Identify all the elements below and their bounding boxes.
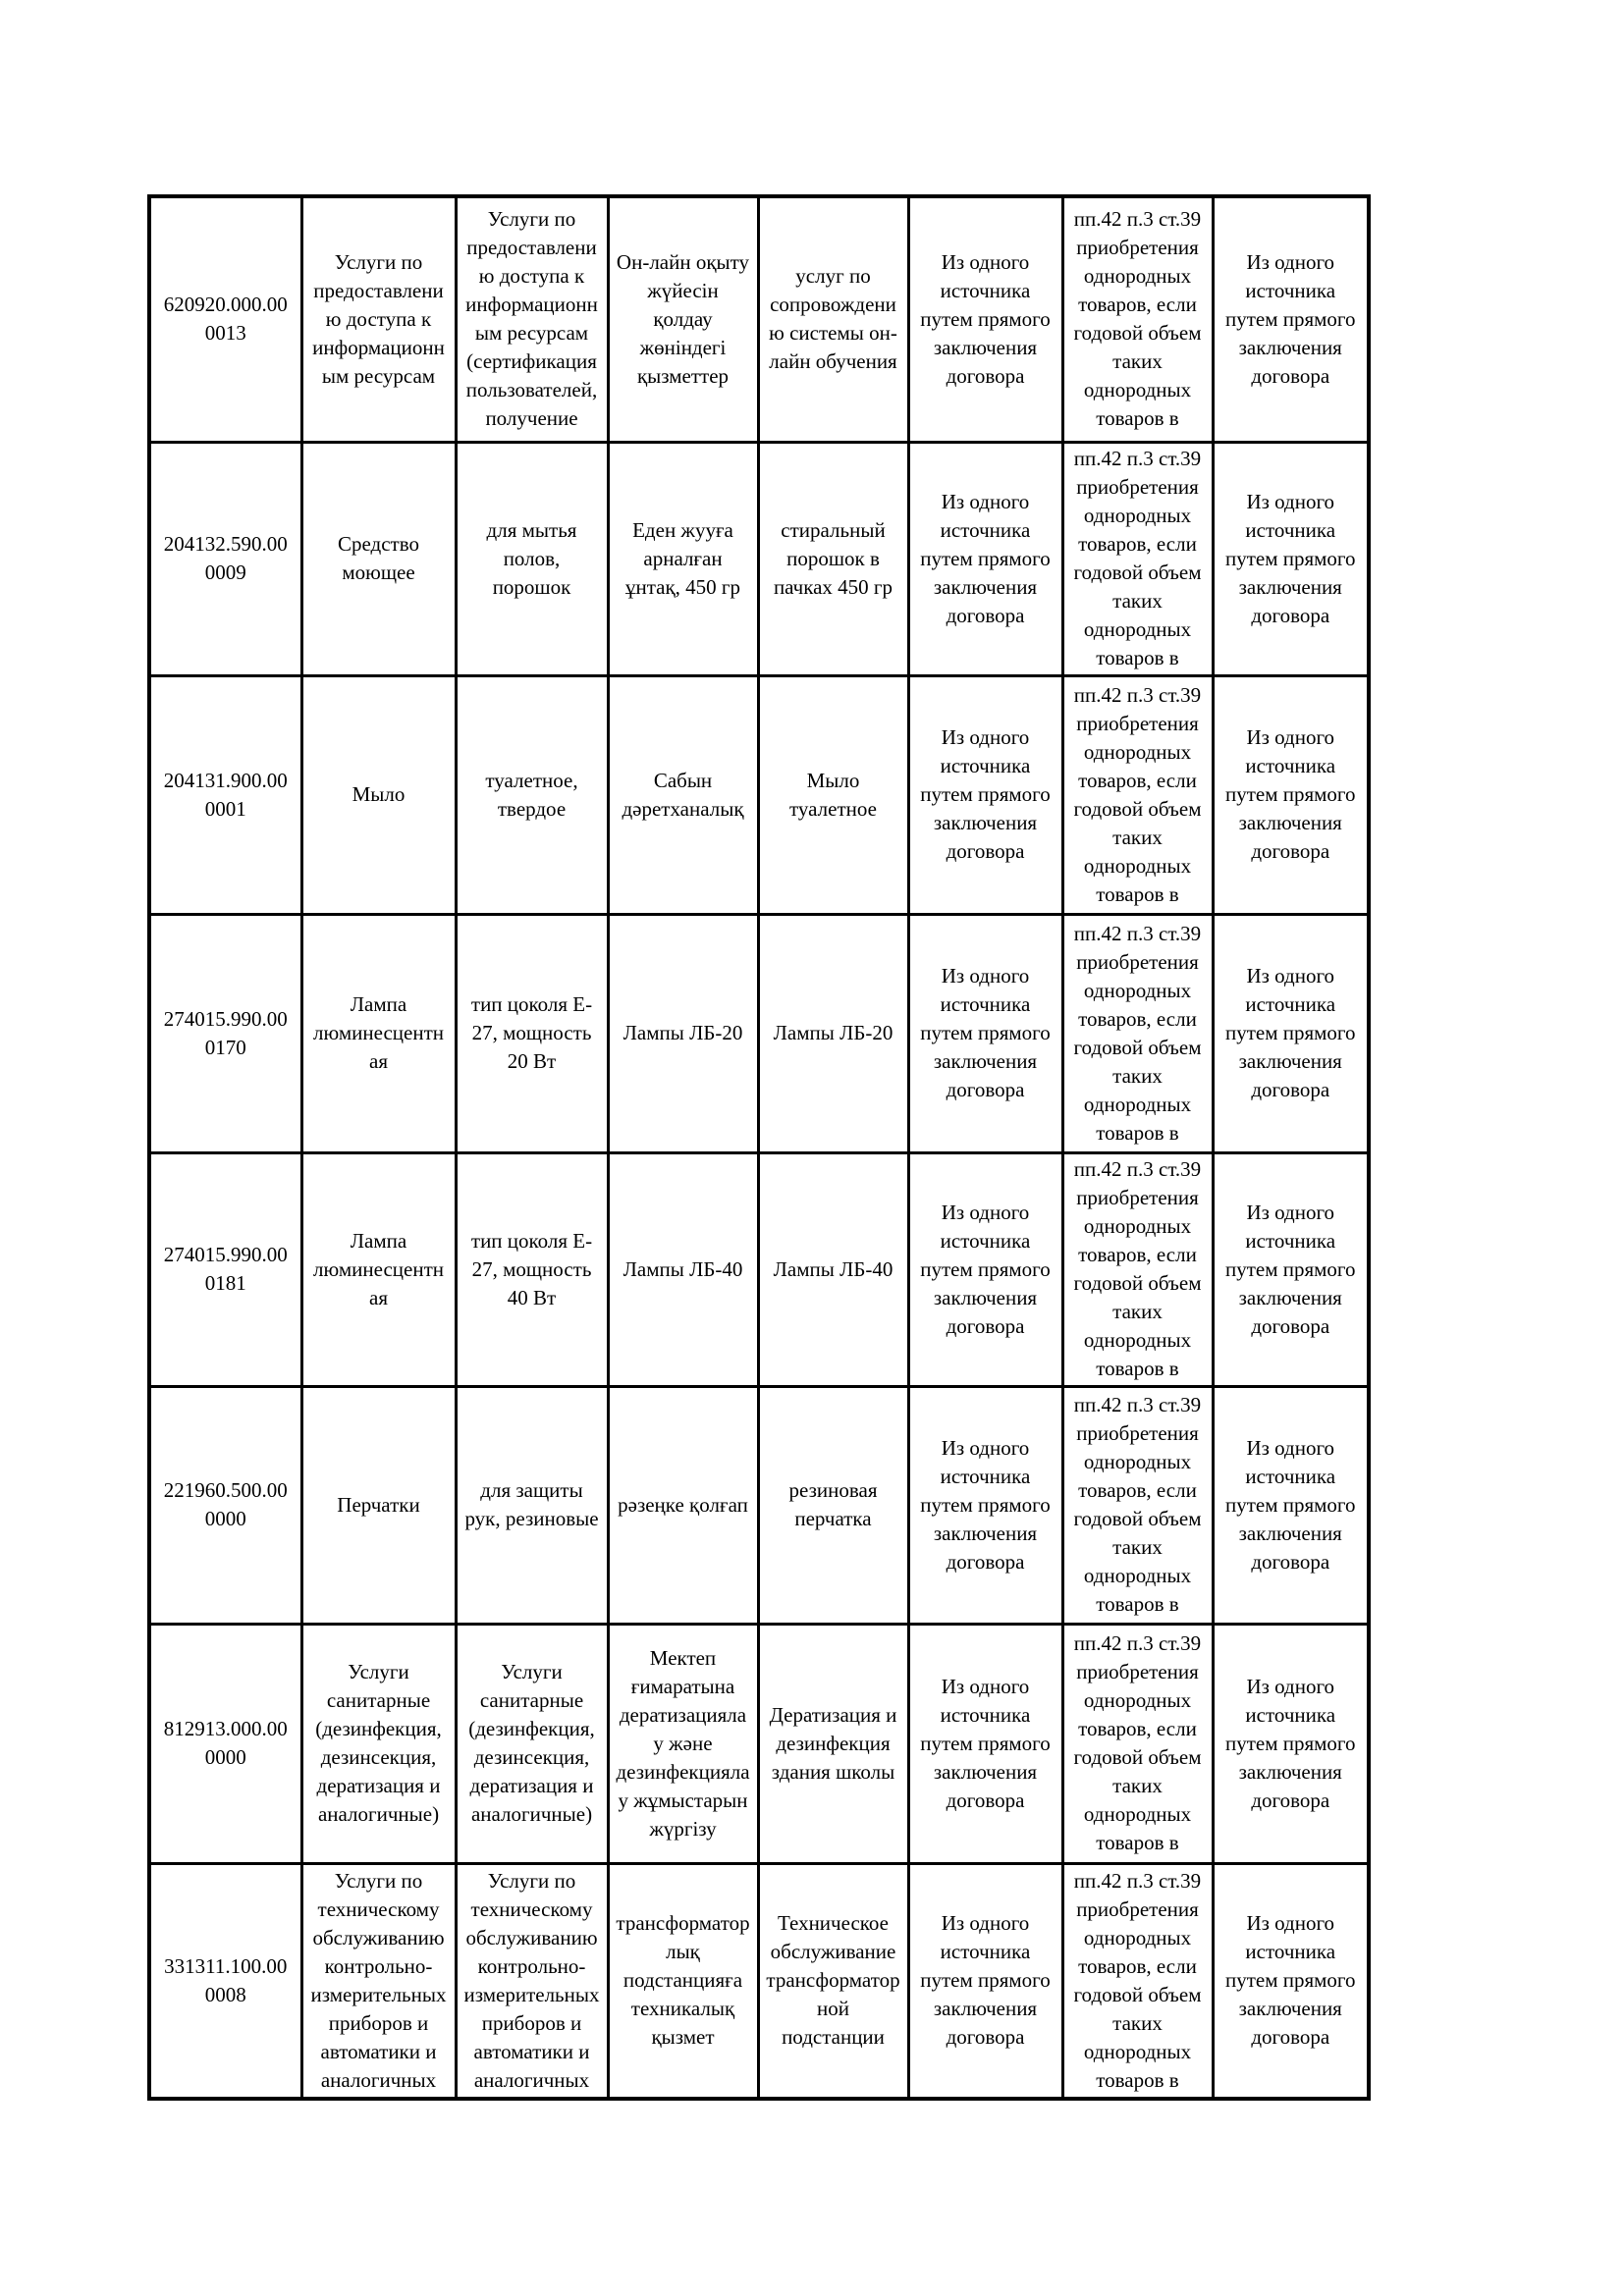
cell-name-kk: Лампы ЛБ-40 [606,1150,760,1388]
cell-basis: пп.42 п.3 ст.39 приобретения однородных … [1060,1861,1215,2101]
cell-method-2: Из одного источника путем прямого заключ… [1211,1150,1371,1388]
cell-name-ru: Лампы ЛБ-40 [756,1150,910,1388]
table-row: 221960.500.00 0000 Перчатки для защиты р… [147,1384,1371,1626]
cell-code: 331311.100.00 0008 [147,1861,303,2101]
cell-name-ru: стиральный порошок в пачках 450 гр [756,440,910,677]
cell-description: тип цоколя Е- 27, мощность 20 Вт [454,912,610,1154]
table-row: 204131.900.00 0001 Мыло туалетное, тверд… [147,673,1371,916]
table-row: 812913.000.00 0000 Услуги санитарные (де… [147,1622,1371,1865]
table-row: 274015.990.00 0170 Лампа люминесцентн ая… [147,912,1371,1154]
cell-code: 221960.500.00 0000 [147,1384,303,1626]
cell-name-kk: Мектеп ғимаратына дератизацияла у және д… [606,1622,760,1865]
cell-code: 204132.590.00 0009 [147,440,303,677]
cell-name-kk: Еден жууға арналған ұнтақ, 450 гр [606,440,760,677]
table-row: 620920.000.00 0013 Услуги по предоставле… [147,194,1371,444]
cell-method: Из одного источника путем прямого заключ… [906,1622,1064,1865]
cell-basis: пп.42 п.3 ст.39 приобретения однородных … [1060,912,1215,1154]
cell-method-2: Из одного источника путем прямого заключ… [1211,1861,1371,2101]
cell-basis: пп.42 п.3 ст.39 приобретения однородных … [1060,1622,1215,1865]
cell-code: 274015.990.00 0170 [147,912,303,1154]
cell-method: Из одного источника путем прямого заключ… [906,912,1064,1154]
cell-description: Услуги санитарные (дезинфекция, дезинсек… [454,1622,610,1865]
cell-code: 812913.000.00 0000 [147,1622,303,1865]
cell-description: Услуги по предоставлени ю доступа к инфо… [454,194,610,444]
cell-name-kk: Лампы ЛБ-20 [606,912,760,1154]
cell-basis: пп.42 п.3 ст.39 приобретения однородных … [1060,194,1215,444]
table-row: 331311.100.00 0008 Услуги по техническом… [147,1861,1371,2101]
cell-code: 274015.990.00 0181 [147,1150,303,1388]
cell-method-2: Из одного источника путем прямого заключ… [1211,1384,1371,1626]
cell-name: Услуги санитарные (дезинфекция, дезинсек… [299,1622,458,1865]
cell-description: для защиты рук, резиновые [454,1384,610,1626]
cell-name-ru: услуг по сопровождени ю системы он- лайн… [756,194,910,444]
cell-name: Лампа люминесцентн ая [299,912,458,1154]
cell-name-kk: рәзеңке қолғап [606,1384,760,1626]
cell-code: 204131.900.00 0001 [147,673,303,916]
cell-method: Из одного источника путем прямого заключ… [906,1861,1064,2101]
cell-method: Из одного источника путем прямого заключ… [906,440,1064,677]
table-row: 274015.990.00 0181 Лампа люминесцентн ая… [147,1150,1371,1388]
cell-name-kk: Сабын дәретханалық [606,673,760,916]
cell-description: туалетное, твердое [454,673,610,916]
cell-code: 620920.000.00 0013 [147,194,303,444]
cell-name: Услуги по предоставлени ю доступа к инфо… [299,194,458,444]
cell-method-2: Из одного источника путем прямого заключ… [1211,912,1371,1154]
cell-method-2: Из одного источника путем прямого заключ… [1211,673,1371,916]
cell-name-kk: Он-лайн оқыту жүйесін қолдау жөніндегі қ… [606,194,760,444]
cell-basis: пп.42 п.3 ст.39 приобретения однородных … [1060,440,1215,677]
cell-name-ru: Дератизация и дезинфекция здания школы [756,1622,910,1865]
cell-basis: пп.42 п.3 ст.39 приобретения однородных … [1060,1384,1215,1626]
cell-method: Из одного источника путем прямого заключ… [906,1384,1064,1626]
cell-method: Из одного источника путем прямого заключ… [906,1150,1064,1388]
cell-description: для мытья полов, порошок [454,440,610,677]
cell-name: Средство моющее [299,440,458,677]
table-row: 204132.590.00 0009 Средство моющее для м… [147,440,1371,677]
cell-description: тип цоколя Е- 27, мощность 40 Вт [454,1150,610,1388]
cell-name-ru: резиновая перчатка [756,1384,910,1626]
cell-description: Услуги по техническому обслуживанию конт… [454,1861,610,2101]
cell-name-ru: Лампы ЛБ-20 [756,912,910,1154]
cell-basis: пп.42 п.3 ст.39 приобретения однородных … [1060,1150,1215,1388]
cell-name: Лампа люминесцентн ая [299,1150,458,1388]
cell-name-kk: трансформатор лық подстанцияға техникалы… [606,1861,760,2101]
cell-method-2: Из одного источника путем прямого заключ… [1211,194,1371,444]
cell-name-ru: Мыло туалетное [756,673,910,916]
cell-method-2: Из одного источника путем прямого заключ… [1211,1622,1371,1865]
cell-method: Из одного источника путем прямого заключ… [906,194,1064,444]
cell-basis: пп.42 п.3 ст.39 приобретения однородных … [1060,673,1215,916]
cell-name: Перчатки [299,1384,458,1626]
cell-method-2: Из одного источника путем прямого заключ… [1211,440,1371,677]
procurement-table: 620920.000.00 0013 Услуги по предоставле… [147,194,1371,2101]
cell-method: Из одного источника путем прямого заключ… [906,673,1064,916]
cell-name: Мыло [299,673,458,916]
cell-name-ru: Техническое обслуживание трансформатор н… [756,1861,910,2101]
cell-name: Услуги по техническому обслуживанию конт… [299,1861,458,2101]
